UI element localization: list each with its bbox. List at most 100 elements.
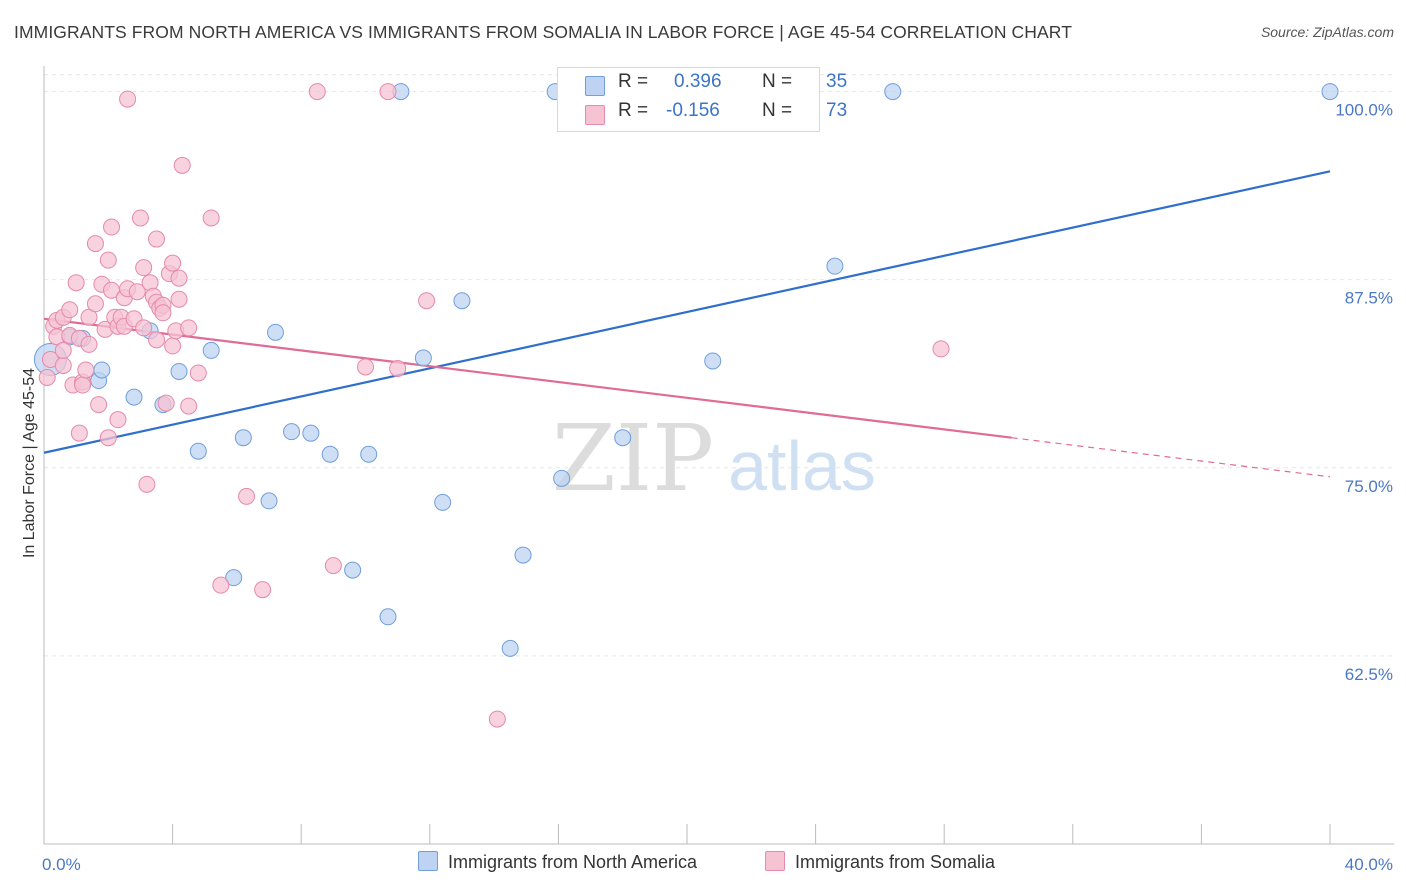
point-north-america (434, 493, 452, 511)
point-somalia (173, 156, 191, 174)
point-somalia (103, 218, 121, 236)
point-somalia (202, 209, 220, 227)
data-points (33, 83, 1339, 728)
r-label: R = (618, 100, 649, 121)
point-north-america (1321, 83, 1339, 101)
y-tick-label: 100.0% (1335, 101, 1393, 120)
point-somalia (157, 394, 175, 412)
x-tick-label: 0.0% (42, 855, 81, 874)
point-somalia (170, 269, 188, 287)
point-somalia (99, 251, 117, 269)
swatch-blue (585, 76, 605, 96)
point-north-america (379, 608, 397, 626)
point-north-america (93, 361, 111, 379)
point-north-america (234, 429, 252, 447)
chart-title: IMMIGRANTS FROM NORTH AMERICA VS IMMIGRA… (14, 22, 1072, 42)
point-somalia (189, 364, 207, 382)
point-somalia (379, 83, 397, 101)
point-somalia (54, 341, 72, 359)
legend-label: Immigrants from Somalia (795, 852, 996, 872)
point-north-america (125, 388, 143, 406)
r-label: R = (618, 71, 649, 92)
point-somalia (324, 557, 342, 575)
point-somalia (418, 292, 436, 310)
point-somalia (164, 337, 182, 355)
swatch-pink (585, 105, 605, 125)
point-somalia (135, 319, 153, 337)
point-north-america (321, 445, 339, 463)
point-somalia (254, 581, 272, 599)
swatch-pink (765, 851, 785, 871)
point-somalia (148, 331, 166, 349)
watermark-zip: ZIP (552, 405, 714, 512)
point-north-america (514, 546, 532, 564)
point-somalia (170, 290, 188, 308)
trend-line-1 (43, 317, 1012, 439)
point-north-america (302, 424, 320, 442)
point-north-america (704, 352, 722, 370)
point-somalia (86, 295, 104, 313)
axes (43, 66, 1394, 845)
point-somalia (38, 369, 56, 387)
point-somalia (180, 397, 198, 415)
point-somalia (61, 301, 79, 319)
point-somalia (77, 361, 95, 379)
source-credit: Source: ZipAtlas.com (1260, 24, 1394, 40)
point-somalia (932, 340, 950, 358)
point-somalia (180, 319, 198, 337)
n-label: N = (762, 71, 793, 92)
n-value: 73 (826, 100, 848, 121)
point-somalia (389, 359, 407, 377)
n-label: N = (762, 100, 793, 121)
legend-item-north-america: Immigrants from North America (418, 851, 697, 873)
point-somalia (308, 83, 326, 101)
point-somalia (67, 274, 85, 292)
tick-labels: 62.5% 75.0% 87.5% 100.0% 0.0% 40.0% (42, 101, 1393, 874)
watermark-atlas: atlas (728, 427, 876, 505)
point-somalia (119, 90, 137, 108)
point-somalia (86, 235, 104, 253)
point-somalia (80, 335, 98, 353)
point-north-america (225, 569, 243, 587)
point-somalia (357, 358, 374, 376)
trend-line-dashed-1 (1011, 437, 1331, 478)
point-north-america (202, 341, 220, 359)
point-somalia (488, 710, 506, 728)
point-somalia (90, 396, 108, 414)
point-north-america (414, 349, 432, 367)
point-north-america (826, 257, 844, 275)
point-somalia (154, 304, 172, 322)
x-tick-label: 40.0% (1345, 855, 1393, 874)
y-tick-label: 62.5% (1345, 665, 1393, 684)
legend-label: Immigrants from North America (448, 852, 698, 872)
point-somalia (99, 429, 117, 447)
swatch-blue (418, 851, 438, 871)
trend-line-0 (43, 170, 1331, 454)
point-north-america (344, 561, 362, 579)
trend-lines (43, 170, 1331, 478)
r-value: 0.396 (674, 71, 722, 92)
y-tick-label: 75.0% (1345, 477, 1393, 496)
point-north-america (283, 423, 301, 441)
point-north-america (614, 429, 632, 447)
point-north-america (189, 442, 207, 460)
point-somalia (135, 259, 153, 277)
point-somalia (70, 424, 88, 442)
y-tick-label: 87.5% (1345, 289, 1393, 308)
legend-item-somalia: Immigrants from Somalia (765, 851, 995, 873)
point-somalia (212, 576, 230, 594)
point-north-america (260, 492, 278, 510)
point-north-america (553, 469, 571, 487)
y-axis-label: In Labor Force | Age 45-54 (21, 368, 38, 558)
point-north-america (360, 445, 378, 463)
point-somalia (109, 411, 127, 429)
correlation-legend: R = 0.396 N = 35 R = -0.156 N = 73 (557, 67, 847, 132)
point-north-america (884, 83, 902, 101)
point-somalia (164, 254, 182, 272)
r-value: -0.156 (666, 100, 720, 121)
point-somalia (128, 283, 146, 301)
point-somalia (74, 376, 92, 394)
point-somalia (131, 209, 149, 227)
point-north-america (501, 639, 519, 657)
